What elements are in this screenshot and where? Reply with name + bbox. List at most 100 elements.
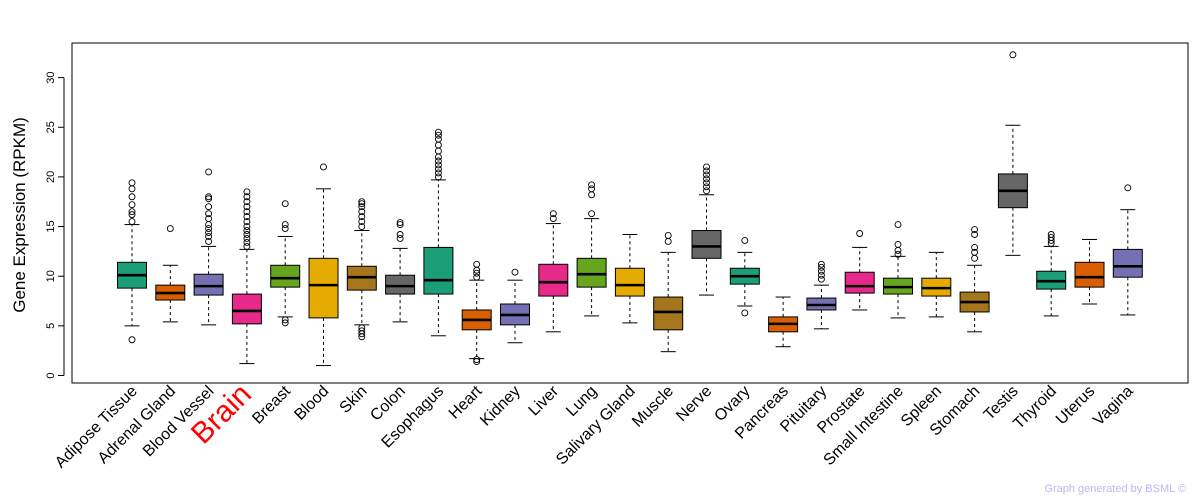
outlier-point [971,248,979,256]
outlier-point [205,193,213,201]
x-tick-label: Thyroid [1010,383,1060,433]
outlier-point [434,169,442,177]
box-prostate [844,230,875,311]
box-nerve [691,163,722,296]
outlier-point [243,235,251,242]
box-liver [538,210,569,333]
outlier-point [281,200,289,208]
outlier-point [205,195,213,203]
box-salivary-gland [614,233,645,324]
outlier-point [1047,234,1055,241]
iqr-box [1112,248,1143,278]
outlier-point [434,165,442,173]
x-tick-label: Blood [291,383,332,424]
iqr-box [844,271,875,294]
outlier-point [511,268,519,276]
outlier-point [588,191,596,199]
outlier-point [128,193,136,201]
outlier-point [434,131,442,139]
outlier-point [664,232,672,239]
y-tick-label: 15 [45,220,57,232]
outlier-point [971,226,979,233]
iqr-box [576,257,607,288]
x-tick-label: Breast [249,382,294,427]
outlier-point [434,173,442,181]
box-small-intestine [883,221,913,319]
box-muscle [653,232,684,353]
outlier-point [205,203,213,211]
outlier-point [473,273,481,281]
outlier-point [128,208,136,216]
outlier-point [703,187,710,195]
outlier-point [243,223,251,231]
iqr-box [614,267,645,297]
outlier-point [588,185,596,193]
outlier-point [128,179,136,187]
outlier-point [434,141,442,149]
outlier-point [166,225,174,232]
iqr-box [385,274,416,295]
outlier-point [473,269,481,277]
outlier-point [1009,51,1017,59]
iqr-box [270,264,301,288]
outlier-point [971,231,979,238]
outlier-point [205,225,213,232]
outlier-point [434,128,442,136]
iqr-box [691,230,722,259]
outlier-point [817,260,825,268]
outlier-point [243,242,251,250]
outlier-point [549,215,557,223]
outlier-point [358,223,366,231]
y-tick-label: 20 [45,171,57,183]
outlier-point [205,215,213,223]
iqr-box [308,257,339,319]
outlier-point [703,171,710,179]
outlier-point [128,201,136,209]
outlier-point [473,358,481,366]
outlier-point [358,208,366,216]
box-thyroid [1036,231,1067,317]
iqr-box [653,296,684,331]
outlier-point [396,231,404,238]
outlier-point [817,275,825,283]
outlier-point [243,203,251,211]
outlier-point [205,233,213,240]
outlier-point [434,153,442,161]
outlier-point [243,238,251,246]
box-stomach [959,226,990,333]
outlier-point [396,219,404,227]
outlier-point [588,181,596,189]
outlier-point [703,175,710,183]
box-blood-vessel [193,168,224,326]
x-tick-label: Muscle [629,383,677,431]
outlier-point [703,167,710,175]
outlier-point [281,225,289,232]
y-tick-label: 5 [45,323,57,329]
box-pancreas [768,296,799,348]
outlier-point [396,221,404,229]
y-tick-label: 10 [45,270,57,282]
box-skin [346,198,377,341]
outlier-point [128,185,136,193]
plot-frame [71,42,1189,384]
outlier-point [703,183,710,191]
outlier-point [243,218,251,226]
outlier-point [128,336,136,344]
outlier-point [817,271,825,279]
outlier-point [703,179,710,187]
outlier-point [741,237,749,244]
outlier-point [281,319,289,327]
outlier-point [205,221,213,229]
outlier-point [243,227,251,234]
iqr-box [423,246,454,295]
box-adrenal-gland [155,225,186,323]
outlier-point [1124,184,1132,192]
outlier-point [205,210,213,218]
iqr-box [193,273,224,296]
outlier-point [817,263,825,271]
outlier-point [434,157,442,165]
box-brain [231,188,262,365]
y-tick-label: 30 [45,71,57,83]
